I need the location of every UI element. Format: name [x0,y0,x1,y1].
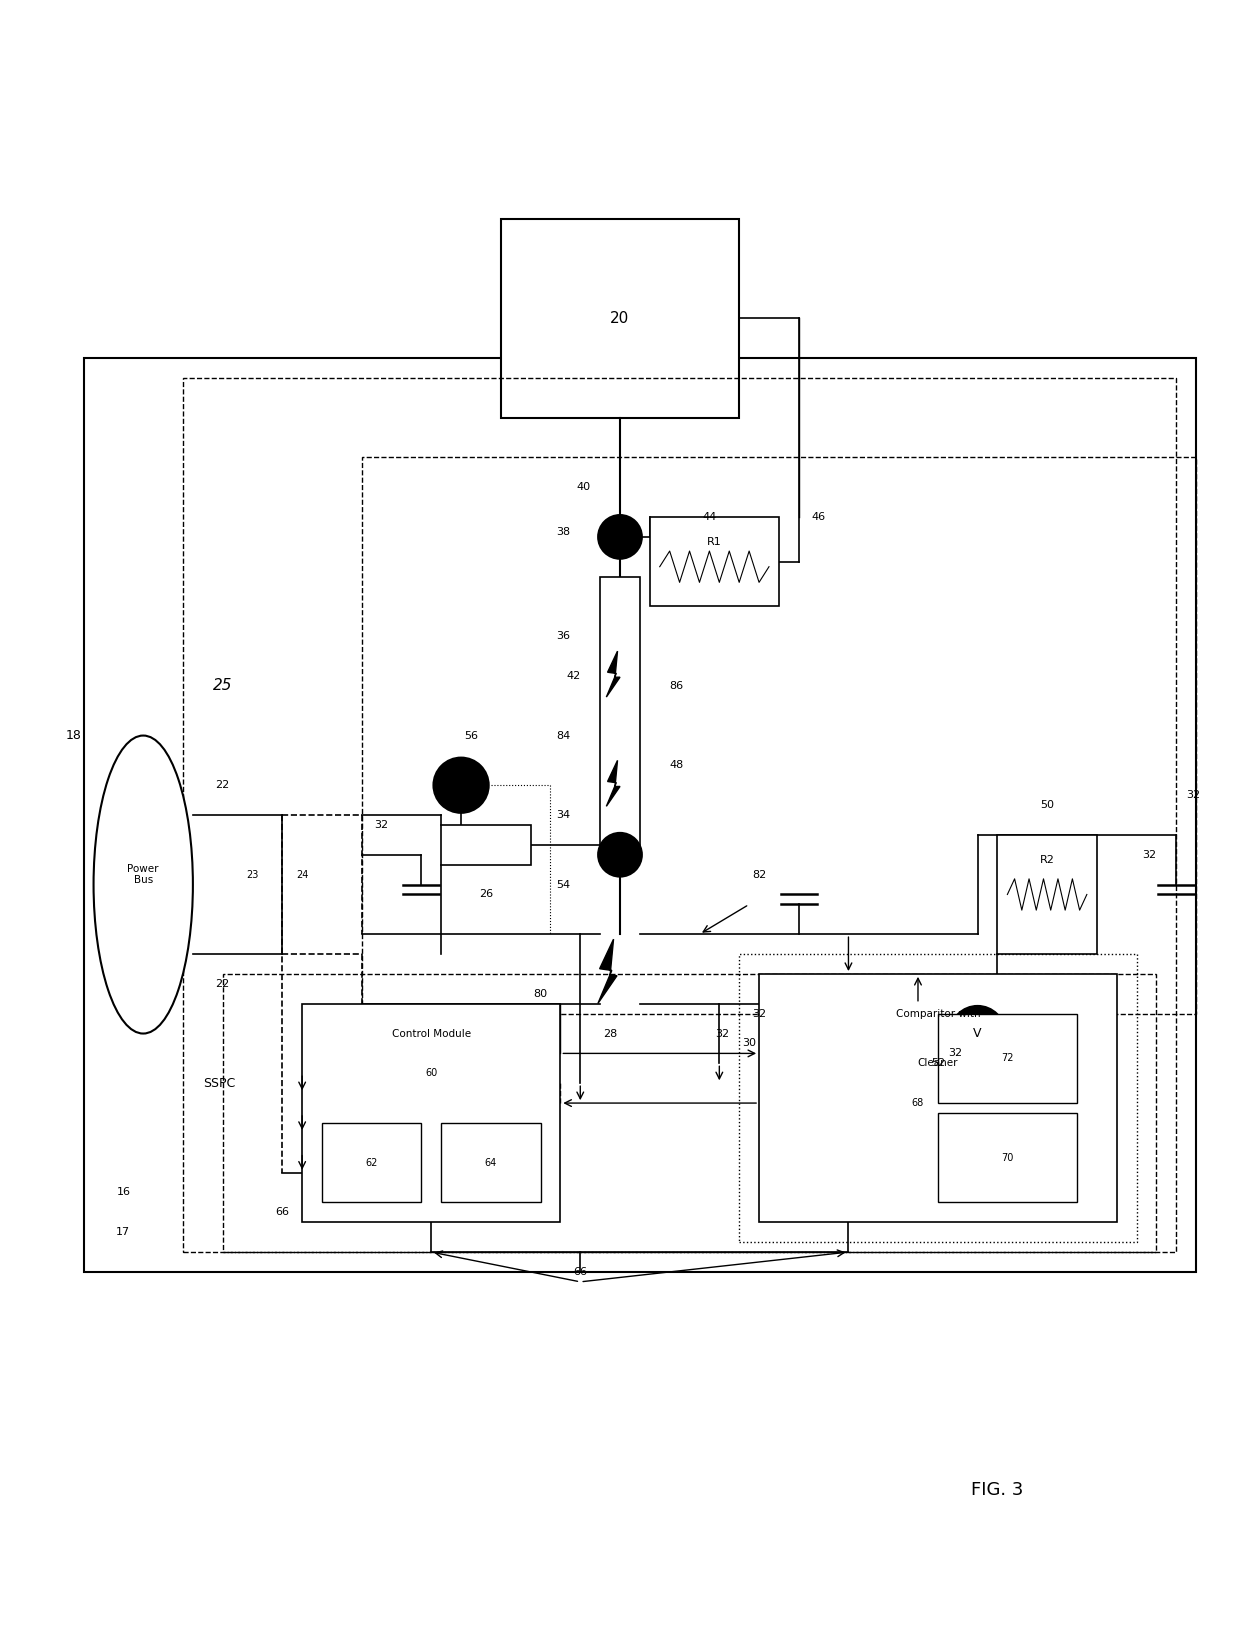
Bar [441,826,531,865]
Text: 36: 36 [557,631,570,641]
Text: 40: 40 [577,482,590,492]
Text: 24: 24 [296,870,309,880]
Text: Power
Bus: Power Bus [128,863,159,886]
Text: 60: 60 [425,1068,438,1077]
Text: 80: 80 [533,989,548,999]
Bar [362,458,1197,1014]
Text: 50: 50 [1040,800,1054,809]
Text: 32: 32 [1142,850,1157,860]
Text: V: V [456,778,465,791]
Text: 44: 44 [702,512,717,522]
Text: 16: 16 [117,1187,130,1197]
Circle shape [433,757,489,813]
Bar [441,1123,541,1202]
Text: 20: 20 [610,311,630,325]
Circle shape [615,840,625,850]
Text: 18: 18 [66,729,82,742]
Bar [303,1004,560,1223]
Bar [501,219,739,417]
Bar [223,974,1157,1252]
Text: 32: 32 [374,819,388,831]
Text: 30: 30 [742,1038,756,1048]
Bar [739,955,1137,1243]
Polygon shape [598,938,618,1004]
Text: Control Module: Control Module [392,1028,471,1038]
Text: FIG. 3: FIG. 3 [971,1481,1024,1499]
Text: 68: 68 [911,1099,924,1109]
Text: 86: 86 [670,680,683,692]
Text: 23: 23 [247,870,259,880]
Text: 72: 72 [1001,1053,1013,1063]
Ellipse shape [93,736,193,1033]
Text: 48: 48 [670,760,684,770]
Text: 25: 25 [213,679,232,693]
Text: 42: 42 [565,670,580,680]
Polygon shape [606,760,620,806]
Text: R2: R2 [1039,855,1054,865]
Text: 52: 52 [931,1058,945,1068]
Bar [937,1113,1076,1202]
Text: 32: 32 [715,1028,729,1038]
Text: 34: 34 [557,809,570,821]
Text: 46: 46 [812,512,826,522]
Text: 26: 26 [479,889,494,899]
Text: 22: 22 [216,979,229,989]
Text: 56: 56 [464,731,477,741]
Text: Cleaner: Cleaner [918,1058,959,1068]
Text: 32: 32 [947,1048,962,1058]
Text: 64: 64 [485,1158,497,1167]
Polygon shape [606,651,620,697]
Bar [650,517,779,607]
Bar [184,378,1177,1252]
Bar [600,577,640,855]
Bar [322,1123,422,1202]
Circle shape [598,832,642,876]
Text: 66: 66 [275,1207,289,1218]
Text: 62: 62 [366,1158,378,1167]
Text: 32: 32 [751,1009,766,1019]
Circle shape [598,515,642,559]
Text: R1: R1 [707,536,722,546]
Text: 28: 28 [603,1028,618,1038]
Text: 66: 66 [573,1267,588,1277]
Bar [759,974,1117,1223]
Text: Comparitor with: Comparitor with [895,1009,980,1019]
Text: SSPC: SSPC [203,1077,236,1089]
Text: 17: 17 [117,1228,130,1238]
Circle shape [950,1006,1006,1061]
Text: 70: 70 [1001,1153,1013,1162]
Bar [997,835,1096,955]
Text: 82: 82 [751,870,766,880]
Text: 22: 22 [216,780,229,790]
Text: 32: 32 [1187,790,1200,800]
Text: 38: 38 [557,526,570,536]
Text: 54: 54 [557,880,570,889]
Bar [83,358,1197,1272]
Text: V: V [973,1027,982,1040]
Bar [937,1014,1076,1104]
Text: 84: 84 [556,731,570,741]
